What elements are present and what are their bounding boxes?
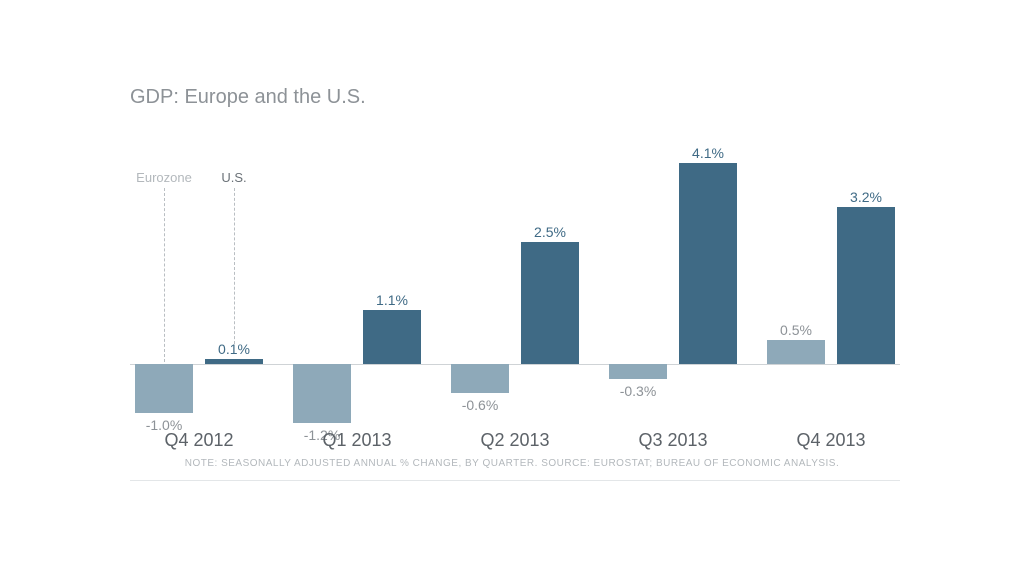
category-label: Q1 2013 (293, 430, 421, 451)
chart-footnote: NOTE: SEASONALLY ADJUSTED ANNUAL % CHANG… (0, 458, 1024, 469)
category-label: Q3 2013 (609, 430, 737, 451)
bar (135, 364, 193, 413)
category-label: Q4 2012 (135, 430, 263, 451)
legend-us: U.S. (214, 170, 254, 185)
bar (363, 310, 421, 364)
bar-value-label: -0.3% (609, 383, 667, 399)
category-label: Q4 2013 (767, 430, 895, 451)
legend-eurozone: Eurozone (134, 170, 194, 185)
bar (205, 359, 263, 364)
bottom-rule (130, 480, 900, 481)
bar (521, 242, 579, 365)
bar-value-label: 2.5% (521, 224, 579, 240)
bar-value-label: 0.5% (767, 322, 825, 338)
bar-value-label: 4.1% (679, 145, 737, 161)
bar (837, 207, 895, 364)
gdp-chart: GDP: Europe and the U.S. -1.0%0.1%Q4 201… (0, 0, 1024, 576)
bar-value-label: 3.2% (837, 189, 895, 205)
bar-value-label: 1.1% (363, 292, 421, 308)
bar (609, 364, 667, 379)
bar (451, 364, 509, 393)
baseline (130, 364, 900, 365)
chart-title: GDP: Europe and the U.S. (130, 86, 366, 109)
legend-us-line (234, 188, 235, 344)
bar-value-label: -0.6% (451, 397, 509, 413)
bar (293, 364, 351, 423)
bar (767, 340, 825, 365)
legend-eurozone-line (164, 188, 165, 362)
category-label: Q2 2013 (451, 430, 579, 451)
bar (679, 163, 737, 364)
